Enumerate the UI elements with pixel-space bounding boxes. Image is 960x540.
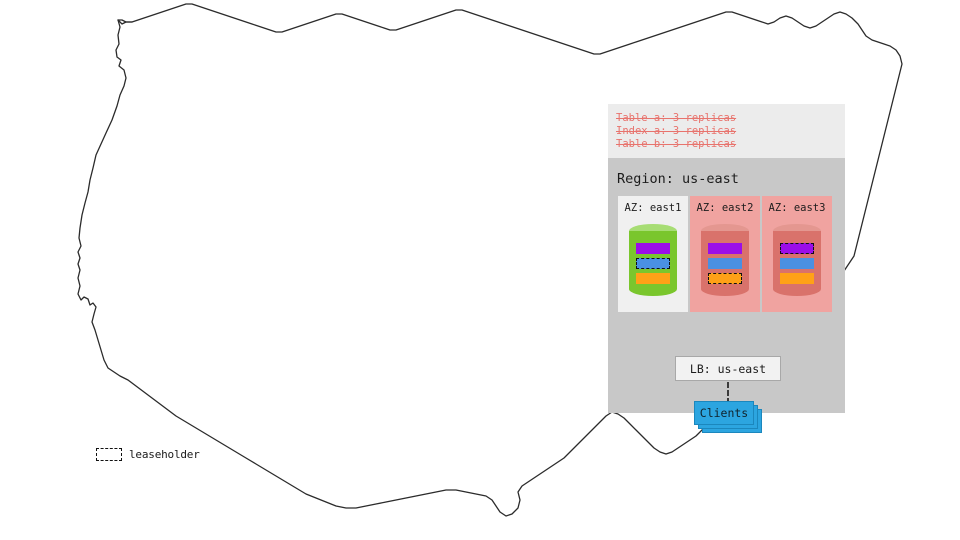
az-box-east2[interactable]: AZ: east2	[690, 196, 760, 312]
region-container: Region: us-east AZ: east1	[608, 158, 845, 433]
cylinder-bottom-cap	[629, 282, 677, 296]
range-index-a-east1-leaseholder	[636, 257, 670, 269]
clients-stack[interactable]: Clients	[694, 401, 762, 433]
region-title: Region: us-east	[617, 171, 739, 187]
az-label-east1: AZ: east1	[624, 202, 682, 214]
node-cylinder-east2	[701, 224, 749, 296]
note-line-0: Table a: 3 replicas	[616, 112, 737, 124]
range-table-b-east3	[780, 272, 814, 284]
clients-layer-front: Clients	[694, 401, 754, 425]
lb-clients-connector	[727, 382, 731, 404]
dashed-rect-icon	[96, 448, 122, 461]
az-box-east1[interactable]: AZ: east1	[618, 196, 688, 312]
region-panel: Table a: 3 replicas Index a: 3 replicas …	[608, 104, 845, 433]
az-label-east2: AZ: east2	[696, 202, 754, 214]
cylinder-bottom-cap	[773, 282, 821, 296]
range-table-a-east1	[636, 242, 670, 254]
range-table-b-east2-leaseholder	[708, 272, 742, 284]
us-west-coast-detail	[117, 19, 133, 25]
us-mainland-path	[77, 3, 903, 517]
load-balancer-box[interactable]: LB: us-east	[675, 356, 781, 381]
load-balancer-label: LB: us-east	[689, 361, 767, 376]
cylinder-bottom-cap	[701, 282, 749, 296]
clients-label: Clients	[699, 406, 749, 420]
range-list-east2	[701, 237, 749, 289]
range-index-a-east2	[708, 257, 742, 269]
range-list-east1	[629, 237, 677, 289]
range-list-east3	[773, 237, 821, 289]
replica-notes: Table a: 3 replicas Index a: 3 replicas …	[608, 104, 845, 158]
range-table-a-east3-leaseholder	[780, 242, 814, 254]
range-index-a-east3	[780, 257, 814, 269]
availability-zone-row: AZ: east1 AZ: east2	[618, 196, 832, 312]
node-cylinder-east1	[629, 224, 677, 296]
az-label-east3: AZ: east3	[768, 202, 826, 214]
node-cylinder-east3	[773, 224, 821, 296]
az-box-east3[interactable]: AZ: east3	[762, 196, 832, 312]
range-table-a-east2	[708, 242, 742, 254]
note-line-1: Index a: 3 replicas	[616, 125, 737, 137]
legend: leaseholder	[96, 448, 200, 461]
note-line-2: Table b: 3 replicas	[616, 138, 737, 150]
legend-label: leaseholder	[129, 448, 200, 461]
range-table-b-east1	[636, 272, 670, 284]
